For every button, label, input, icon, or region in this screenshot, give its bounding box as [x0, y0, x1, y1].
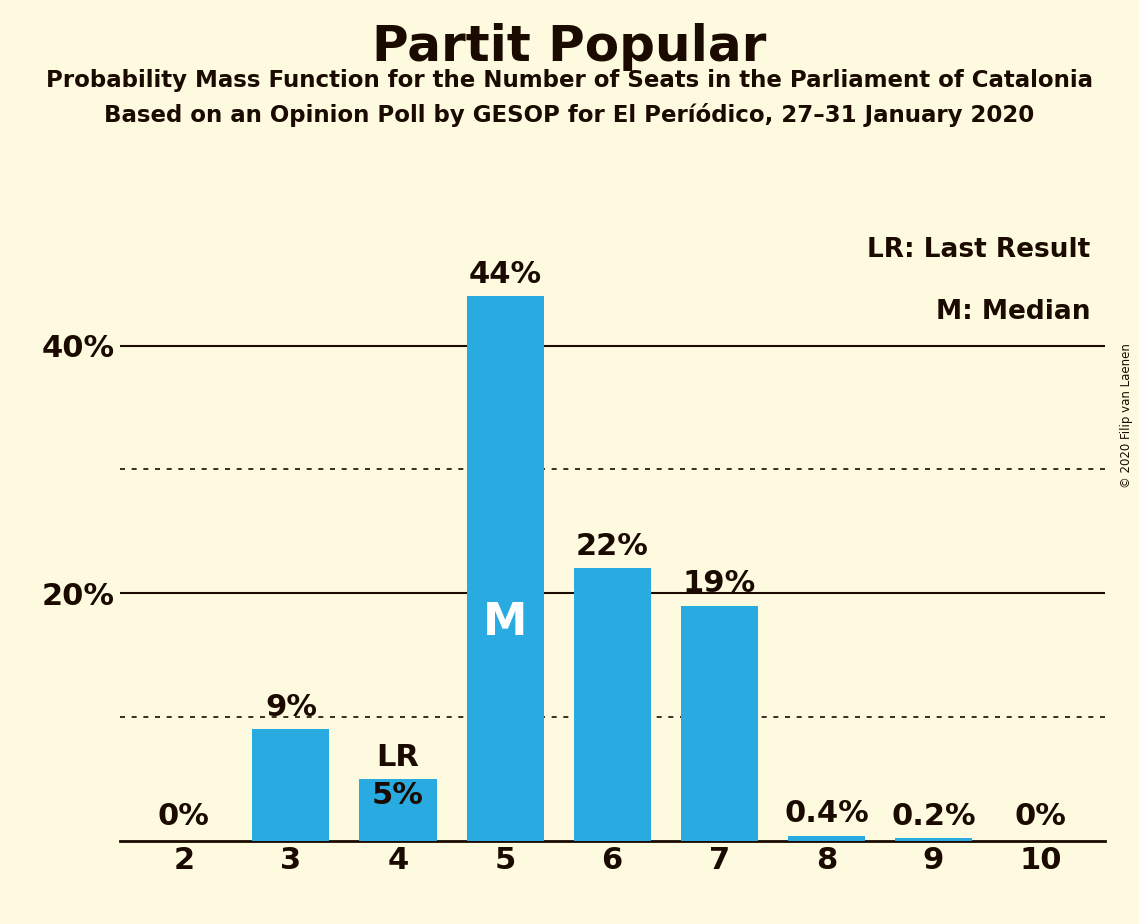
Text: 22%: 22%	[576, 532, 648, 561]
Text: LR: Last Result: LR: Last Result	[867, 237, 1090, 263]
Bar	[467, 296, 543, 841]
Bar	[788, 836, 865, 841]
Bar	[895, 838, 972, 841]
Text: 0%: 0%	[158, 802, 210, 831]
Text: © 2020 Filip van Laenen: © 2020 Filip van Laenen	[1121, 344, 1133, 488]
Text: Based on an Opinion Poll by GESOP for El Períódico, 27–31 January 2020: Based on an Opinion Poll by GESOP for El…	[105, 103, 1034, 128]
Text: M: M	[483, 602, 527, 644]
Bar	[574, 568, 650, 841]
Text: M: Median: M: Median	[935, 299, 1090, 325]
Text: 44%: 44%	[468, 260, 542, 288]
Bar	[360, 779, 436, 841]
Text: 9%: 9%	[265, 693, 317, 722]
Text: 0.2%: 0.2%	[891, 802, 976, 831]
Text: 19%: 19%	[682, 569, 756, 598]
Text: LR: LR	[377, 743, 419, 772]
Text: 0%: 0%	[1015, 802, 1066, 831]
Text: Probability Mass Function for the Number of Seats in the Parliament of Catalonia: Probability Mass Function for the Number…	[46, 69, 1093, 92]
Bar	[253, 729, 329, 841]
Bar	[681, 605, 757, 841]
Text: 5%: 5%	[372, 781, 424, 809]
Text: 0.4%: 0.4%	[784, 799, 869, 829]
Text: Partit Popular: Partit Popular	[372, 23, 767, 71]
